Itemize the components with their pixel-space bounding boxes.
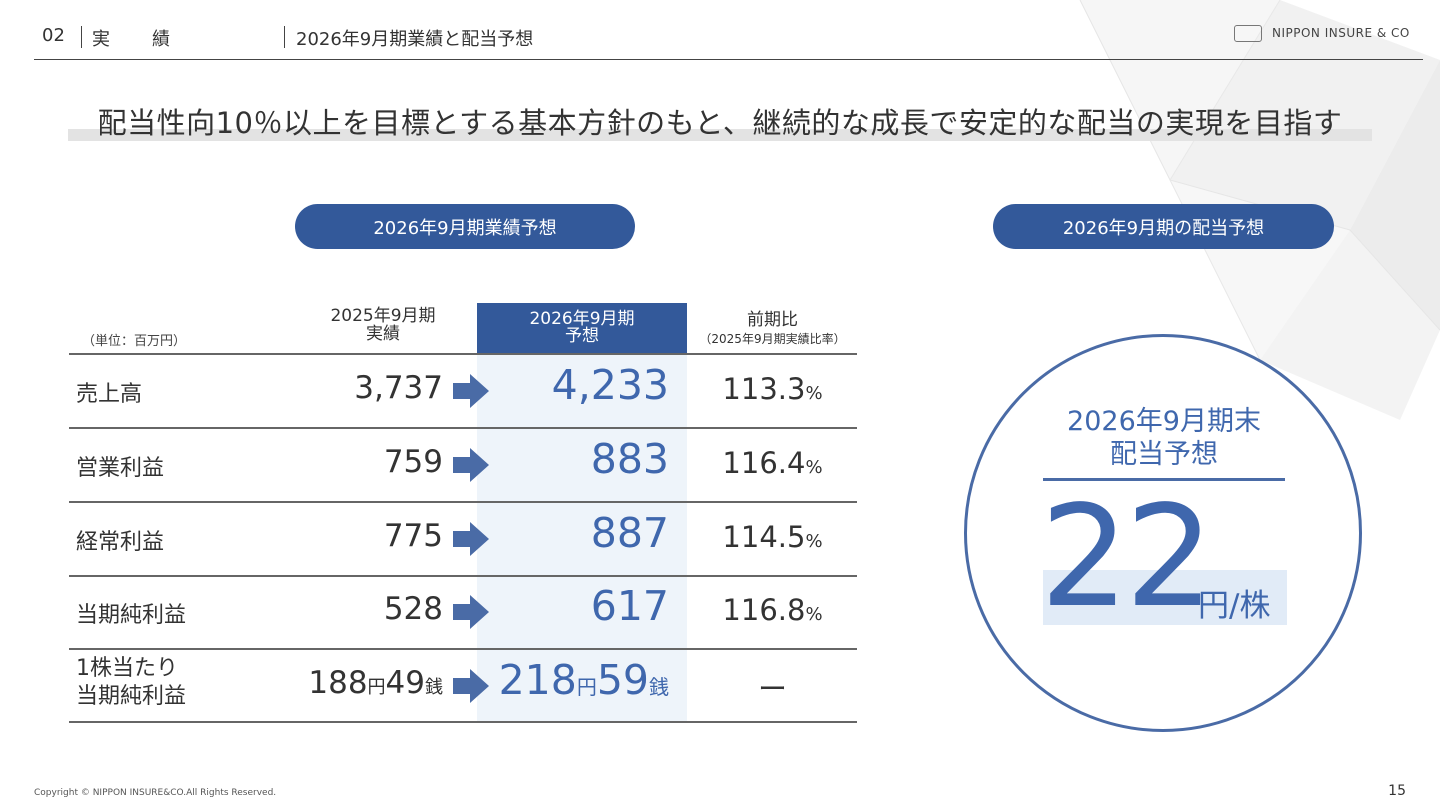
forecast-value-ordinary-profit: 887 — [590, 509, 669, 557]
section-number: 02 — [42, 25, 65, 46]
dividend-title-rule — [1043, 478, 1285, 481]
row-label-net-income: 当期純利益 — [76, 603, 187, 628]
arrow-right-icon — [453, 595, 489, 629]
ratio-percent: % — [805, 604, 823, 625]
prev-value-eps: 188円49銭 — [308, 665, 443, 701]
prev-header-line2: 実績 — [366, 324, 400, 344]
ratio-percent: % — [805, 383, 823, 404]
ratio-number: 113.3 — [722, 372, 806, 406]
table-rule — [69, 648, 857, 650]
ratio-percent: % — [805, 531, 823, 552]
ratio-header-line2: （2025年9月期実績比率） — [699, 332, 846, 346]
forecast-column-highlight — [477, 303, 687, 722]
headline-underline-band — [68, 129, 1372, 141]
forecast-section-pill: 2026年9月期業績予想 — [295, 204, 635, 249]
row-label-sales: 売上高 — [76, 382, 143, 407]
company-logo-text: NIPPON INSURE & CO — [1272, 26, 1410, 40]
ratio-value-eps: ー — [757, 672, 787, 706]
arrow-right-icon — [453, 448, 489, 482]
sen-unit: 銭 — [425, 677, 443, 698]
unit-label: （単位：百万円） — [82, 334, 187, 349]
ratio-percent: % — [805, 457, 823, 478]
yen-unit: 円 — [367, 677, 386, 698]
eps-prev-yen: 188 — [308, 665, 368, 701]
table-rule — [69, 427, 857, 429]
dividend-highlight-band — [1043, 570, 1287, 625]
eps-label-line1: 1株当たり — [76, 656, 178, 681]
ratio-value-net-income: 116.8% — [695, 593, 850, 627]
arrow-right-icon — [453, 374, 489, 408]
header-rule — [34, 59, 1423, 60]
eps-forecast-sen: 59 — [596, 656, 649, 704]
row-label-operating-profit: 営業利益 — [76, 456, 165, 481]
forecast-header-line2: 予想 — [565, 326, 599, 346]
forecast-value-eps: 218円59銭 — [499, 656, 669, 704]
ratio-value-sales: 113.3% — [695, 372, 850, 406]
prev-value-net-income: 528 — [383, 591, 443, 627]
arrow-right-icon — [453, 669, 489, 703]
ratio-header-line1: 前期比 — [747, 310, 798, 330]
row-label-ordinary-profit: 経常利益 — [76, 530, 165, 555]
forecast-value-operating-profit: 883 — [590, 435, 669, 483]
ratio-number: 116.4 — [722, 446, 806, 480]
arrow-right-icon — [453, 522, 489, 556]
dividend-circle-title: 2026年9月期末 配当予想 — [1040, 405, 1288, 471]
table-rule — [69, 721, 857, 723]
header-divider — [284, 26, 285, 48]
forecast-column-header: 2026年9月期 予想 — [477, 303, 687, 353]
dividend-circle — [964, 334, 1362, 732]
dividend-title-line2: 配当予想 — [1110, 439, 1218, 470]
forecast-value-sales: 4,233 — [551, 361, 669, 409]
yen-unit: 円 — [576, 675, 597, 699]
table-rule — [69, 501, 857, 503]
eps-forecast-yen: 218 — [498, 656, 577, 704]
forecast-value-net-income: 617 — [590, 582, 669, 630]
prev-year-column-header: 2025年9月期 実績 — [293, 307, 473, 343]
row-label-eps: 1株当たり 当期純利益 — [76, 655, 186, 711]
table-rule — [69, 353, 857, 355]
prev-value-sales: 3,737 — [354, 370, 443, 406]
prev-value-operating-profit: 759 — [383, 444, 443, 480]
dividend-section-pill: 2026年9月期の配当予想 — [993, 204, 1334, 249]
ratio-number: 116.8 — [722, 593, 806, 627]
section-name: 実 績 — [92, 29, 182, 50]
header-divider — [81, 26, 82, 48]
company-logo-icon — [1234, 25, 1262, 42]
ratio-value-ordinary-profit: 114.5% — [695, 520, 850, 554]
page-number: 15 — [1388, 783, 1406, 799]
prev-value-ordinary-profit: 775 — [383, 518, 443, 554]
sen-unit: 銭 — [649, 675, 669, 699]
ratio-value-operating-profit: 116.4% — [695, 446, 850, 480]
eps-label-line2: 当期純利益 — [76, 684, 187, 709]
copyright: Copyright © NIPPON INSURE&CO.All Rights … — [34, 788, 277, 798]
ratio-column-header: 前期比 （2025年9月期実績比率） — [695, 310, 850, 348]
forecast-header-line1: 2026年9月期 — [529, 309, 635, 329]
headline: 配当性向10％以上を目標とする基本方針のもと、継続的な成長で安定的な配当の実現を… — [97, 106, 1343, 140]
dividend-amount: 22 — [1040, 476, 1214, 639]
dividend-unit: 円/株 — [1198, 588, 1271, 624]
prev-header-line1: 2025年9月期 — [330, 306, 436, 326]
dividend-title-line1: 2026年9月期末 — [1067, 406, 1261, 437]
eps-prev-sen: 49 — [385, 665, 425, 701]
table-rule — [69, 575, 857, 577]
slide-title: 2026年9月期業績と配当予想 — [296, 29, 534, 50]
ratio-number: 114.5 — [722, 520, 806, 554]
